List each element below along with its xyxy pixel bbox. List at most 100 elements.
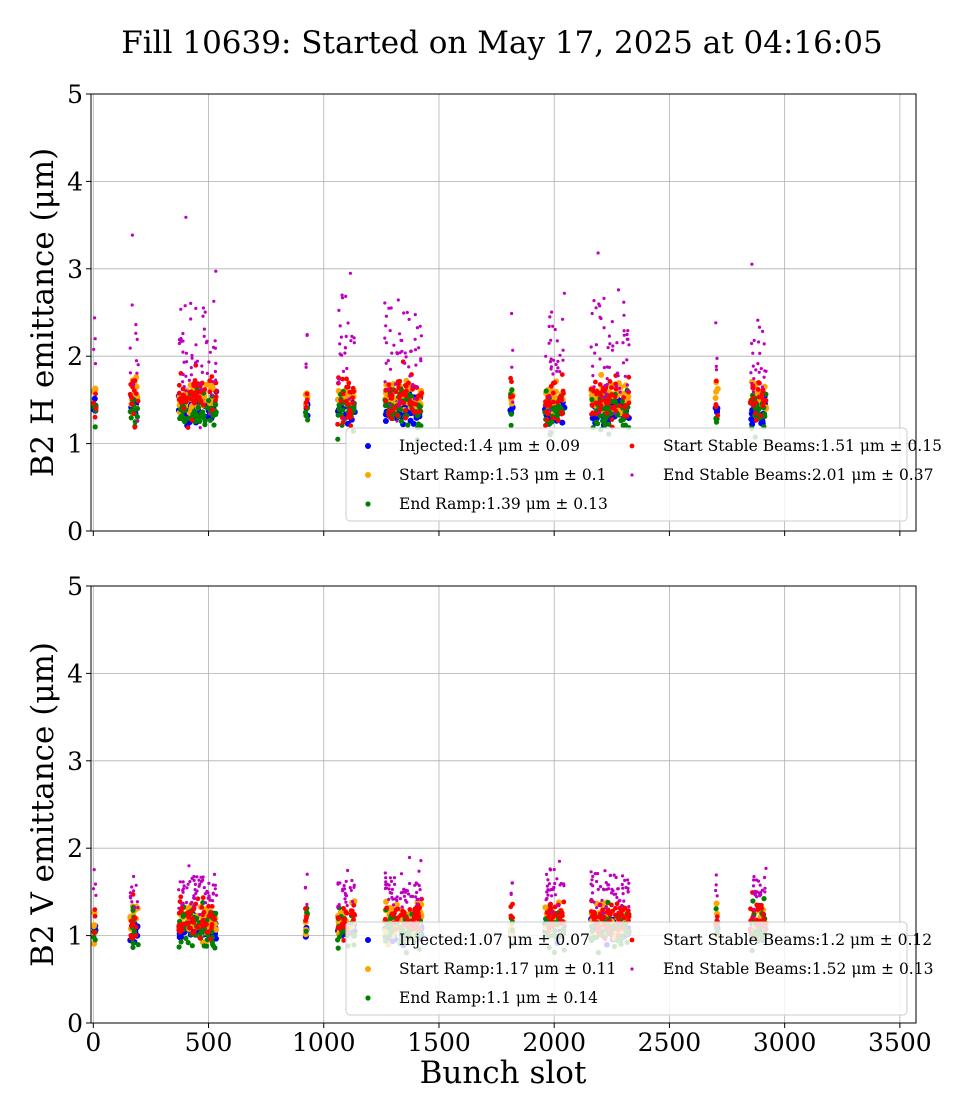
data-point [197, 935, 203, 941]
data-point [618, 386, 622, 390]
data-point [550, 310, 554, 314]
data-point [188, 910, 193, 915]
data-point [201, 314, 205, 318]
data-point [626, 889, 630, 893]
data-point [387, 306, 391, 310]
x-tick-label: 0 [85, 1028, 101, 1057]
data-point [390, 895, 394, 900]
data-point [595, 906, 599, 910]
data-point [548, 395, 552, 399]
legend-marker [629, 937, 635, 943]
data-point [608, 342, 612, 346]
data-point [593, 872, 597, 876]
data-point [339, 921, 345, 927]
data-point [338, 881, 342, 885]
data-point [609, 385, 614, 390]
data-point [555, 339, 559, 343]
data-point [545, 884, 550, 888]
data-point [393, 901, 400, 908]
data-point [508, 904, 514, 910]
data-point [136, 363, 140, 367]
data-point [616, 374, 620, 378]
data-point [388, 367, 393, 371]
data-point [199, 875, 203, 879]
data-point [591, 388, 596, 394]
data-point [610, 348, 615, 352]
legend-entry: Start Stable Beams:1.2 μm ± 0.12 [663, 931, 932, 949]
data-point [343, 909, 349, 915]
data-point [713, 378, 719, 384]
data-point [419, 357, 423, 361]
data-point [213, 409, 219, 415]
data-point [351, 404, 357, 410]
data-point [390, 912, 396, 918]
data-point [591, 874, 595, 879]
data-point [626, 374, 632, 380]
data-point [345, 366, 349, 371]
data-point [337, 308, 341, 312]
data-point [388, 329, 392, 333]
data-point [130, 303, 134, 307]
data-point [549, 338, 553, 342]
data-point [593, 419, 599, 425]
data-point [621, 886, 625, 890]
data-point [344, 376, 349, 382]
data-point [211, 892, 215, 896]
data-point [339, 335, 343, 339]
legend-marker [629, 443, 635, 449]
data-point [132, 382, 136, 386]
data-point [348, 271, 352, 275]
data-point [91, 400, 97, 406]
panel-vertical-emittance: 0 1 2 3 4 5 0 500 1000 1500 2000 2500 3000 3500 B2 V e… [25, 572, 933, 1057]
data-point [209, 925, 215, 931]
axes-frame [90, 585, 917, 1024]
data-point [340, 407, 346, 413]
data-point [210, 899, 215, 903]
data-point [619, 398, 625, 405]
data-point [550, 390, 556, 396]
x-tick-label: 1000 [292, 1028, 356, 1057]
data-point [385, 387, 390, 391]
data-point [348, 423, 354, 429]
data-point [93, 882, 98, 886]
data-point [407, 365, 411, 369]
data-point [407, 907, 413, 912]
data-point [419, 859, 423, 863]
data-point [344, 384, 349, 390]
data-point [201, 402, 207, 408]
data-point [191, 408, 198, 414]
data-point [602, 366, 606, 370]
data-point [135, 398, 141, 404]
data-point [759, 367, 763, 371]
data-point [213, 380, 219, 386]
data-point [750, 395, 756, 401]
data-point [128, 894, 132, 898]
data-point [212, 917, 218, 922]
data-point [418, 888, 422, 892]
data-point [561, 899, 567, 905]
data-point [757, 370, 761, 374]
data-point [340, 391, 346, 397]
data-point [593, 400, 599, 406]
data-point [409, 406, 415, 411]
data-point [384, 880, 388, 884]
data-point [387, 887, 391, 891]
data-point [753, 410, 758, 416]
data-point [213, 394, 219, 400]
data-point [592, 385, 596, 389]
data-point [414, 396, 420, 402]
data-point [189, 943, 195, 949]
data-point [343, 346, 347, 350]
data-point [181, 392, 187, 398]
data-point [189, 902, 193, 906]
data-point [179, 307, 183, 311]
y-axis-label: B2 V emittance (μm) [25, 642, 61, 967]
data-point [214, 893, 219, 897]
data-point [195, 896, 201, 902]
data-point [395, 895, 399, 899]
data-point [550, 894, 554, 898]
legend: Injected:1.4 μm ± 0.09 Start Ramp:1.53 μm… [345, 427, 942, 522]
data-point [547, 341, 551, 345]
data-point [400, 349, 404, 353]
data-point [625, 332, 629, 337]
